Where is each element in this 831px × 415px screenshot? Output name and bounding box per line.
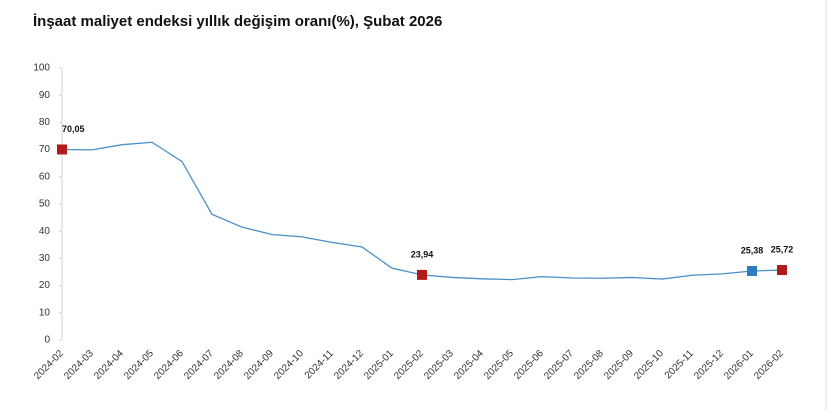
value-label: 70,05 (62, 124, 85, 134)
y-tick-label: 20 (39, 280, 51, 291)
y-tick-label: 90 (39, 90, 51, 101)
y-tick-label: 30 (39, 253, 51, 264)
y-tick-label: 80 (39, 117, 51, 128)
point-marker (777, 265, 787, 276)
y-tick-label: 70 (39, 144, 51, 155)
point-marker (747, 265, 757, 276)
y-tick-label: 10 (39, 307, 51, 318)
value-label: 25,38 (741, 245, 764, 255)
value-label: 23,94 (411, 249, 434, 259)
y-tick-label: 40 (39, 226, 51, 237)
y-tick-label: 60 (39, 171, 51, 182)
y-tick-label: 50 (39, 199, 51, 210)
point-marker (417, 269, 427, 280)
value-label: 25,72 (771, 244, 794, 254)
y-tick-label: 0 (44, 335, 50, 346)
point-marker (57, 144, 67, 155)
chart-title: İnşaat maliyet endeksi yıllık değişim or… (33, 13, 442, 30)
y-tick-label: 100 (33, 63, 50, 74)
